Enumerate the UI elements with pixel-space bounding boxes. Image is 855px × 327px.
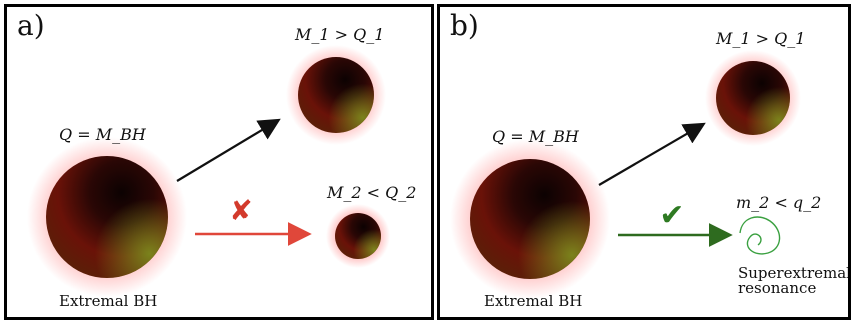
resonance-squiggle [739,216,781,255]
parent-charge-label: Q = M_BH [59,125,146,144]
panel-a-label: a) [17,9,45,42]
allowed-decay-arrow [598,122,706,186]
allowed-decay-arrow [176,118,281,182]
resonance-caption-line-1: Superextremal [738,264,851,282]
parent-charge-label: Q = M_BH [492,127,579,146]
fragment-one-label: M_1 > Q_1 [716,29,806,48]
resonance-mass-label: m_2 < q_2 [736,193,822,212]
panel-b-label: b) [450,9,479,42]
panel-a: a) [4,4,434,320]
fragment-one-label: M_1 > Q_1 [295,25,385,44]
fragment-one-sphere [705,50,801,146]
parent-black-hole-sphere [450,139,610,299]
panel-b: b) [437,4,851,320]
fragment-two-label: M_2 < Q_2 [327,183,417,202]
fragment-one-sphere [286,45,386,145]
extremal-bh-caption: Extremal BH [59,292,158,310]
parent-black-hole-sphere [27,137,187,297]
forbidden-cross-icon: ✘ [229,194,252,227]
panel-b-graphics: ✔ [450,50,801,299]
allowed-check-icon: ✔ [659,198,684,233]
resonance-caption-line-2: resonance [738,279,817,297]
extremal-bh-caption: Extremal BH [484,292,583,310]
panel-a-graphics: ✘ [27,45,390,297]
fragment-two-sphere [326,204,390,268]
